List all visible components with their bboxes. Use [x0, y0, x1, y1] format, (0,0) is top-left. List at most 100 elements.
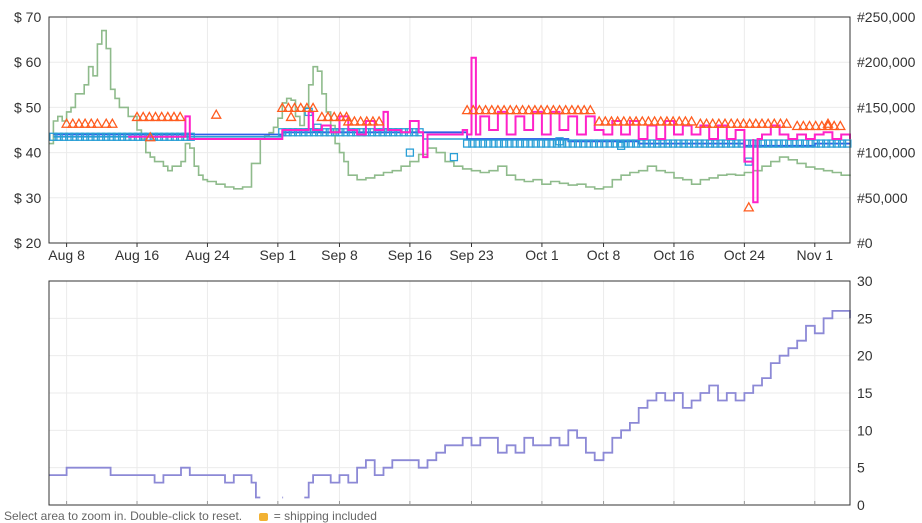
- square-marker-131: [555, 137, 564, 146]
- square-marker-97: [690, 139, 699, 148]
- square-marker-61: [499, 139, 509, 148]
- square-marker-94: [674, 139, 683, 148]
- square-marker-96: [684, 139, 694, 148]
- square-marker-56: [473, 139, 482, 148]
- upper-x-tick-label-3: Sep 1: [260, 247, 297, 263]
- triangle-marker-3: [79, 117, 91, 128]
- square-marker-77: [584, 139, 593, 148]
- square-marker-31: [299, 128, 308, 137]
- square-marker-6: [80, 132, 90, 141]
- square-marker-45: [373, 128, 382, 137]
- square-marker-62: [505, 139, 514, 148]
- square-marker-121: [816, 139, 826, 148]
- square-marker-63: [510, 139, 519, 148]
- triangle-marker-8: [131, 111, 143, 122]
- square-marker-101: [711, 139, 720, 148]
- upper-x-tick-label-4: Sep 8: [321, 247, 358, 263]
- square-marker-93: [668, 139, 678, 148]
- triangle-marker-14: [168, 111, 180, 122]
- triangle-marker-48: [553, 104, 566, 115]
- triangle-marker-73: [713, 117, 725, 128]
- triangle-marker-82: [768, 117, 780, 128]
- upper-right-y-tick-label-5: #250,000: [857, 9, 916, 25]
- triangle-marker-27: [342, 115, 354, 126]
- triangle-marker-6: [100, 117, 112, 128]
- square-marker-39: [341, 128, 350, 137]
- triangle-marker-5: [91, 117, 104, 128]
- square-marker-71: [552, 139, 562, 148]
- square-marker-30: [293, 128, 303, 137]
- square-marker-29: [288, 128, 297, 137]
- lower-plot-frame: [48, 280, 851, 506]
- triangle-marker-2: [73, 117, 85, 128]
- square-marker-28: [283, 128, 292, 137]
- third-party-price-line: [128, 56, 851, 204]
- lower-y-tick-label-6: 30: [857, 273, 873, 289]
- triangle-marker-19: [295, 102, 307, 113]
- triangle-marker-17: [282, 102, 295, 113]
- upper-x-tick-label-9: Oct 16: [653, 247, 694, 263]
- triangle-marker-65: [661, 115, 673, 126]
- square-marker-83: [616, 139, 625, 148]
- lower-y-tick-label-3: 15: [857, 385, 873, 401]
- triangle-marker-96: [743, 201, 755, 212]
- triangle-marker-16: [276, 102, 288, 113]
- triangle-marker-13: [162, 111, 174, 122]
- square-marker-113: [774, 139, 783, 148]
- triangle-marker-54: [593, 115, 605, 126]
- square-marker-88: [642, 139, 651, 148]
- triangle-marker-4: [85, 117, 97, 128]
- triangle-marker-78: [744, 117, 756, 128]
- square-marker-120: [811, 139, 820, 148]
- triangle-marker-39: [498, 104, 510, 115]
- triangle-marker-92: [834, 120, 846, 131]
- triangle-marker-95: [285, 111, 297, 122]
- triangle-marker-45: [535, 104, 547, 115]
- square-marker-12: [112, 132, 121, 141]
- upper-right-y-tick-label-2: #100,000: [857, 145, 916, 161]
- square-marker-69: [542, 139, 551, 148]
- upper-x-tick-label-1: Aug 16: [115, 247, 160, 263]
- triangle-marker-11: [149, 111, 162, 122]
- triangle-marker-90: [822, 120, 834, 131]
- lower-y-tick-label-5: 25: [857, 310, 873, 326]
- upper-x-axis: Aug 8 Aug 16 Aug 24 Sep 1 Sep 8 Sep 16 Sep 23 O…: [48, 243, 833, 263]
- upper-right-y-tick-label-3: #150,000: [857, 99, 916, 115]
- triangle-marker-15: [174, 111, 186, 122]
- triangle-marker-37: [486, 104, 498, 115]
- triangle-marker-41: [510, 104, 523, 115]
- square-marker-90: [653, 139, 662, 148]
- triangle-marker-94: [210, 108, 222, 119]
- square-marker-65: [521, 139, 530, 148]
- square-marker-119: [806, 139, 815, 148]
- square-marker-13: [117, 132, 127, 141]
- square-marker-0: [49, 132, 58, 141]
- triangle-marker-51: [572, 104, 584, 115]
- triangle-marker-24: [328, 111, 340, 122]
- triangle-marker-28: [348, 115, 361, 126]
- orange-tag-icon: [259, 513, 269, 521]
- triangle-marker-23: [322, 111, 334, 122]
- triangle-marker-34: [467, 104, 479, 115]
- triangle-marker-81: [762, 117, 774, 128]
- square-marker-54: [462, 139, 472, 148]
- square-marker-7: [86, 132, 95, 141]
- square-marker-55: [468, 139, 477, 148]
- triangle-marker-43: [523, 104, 535, 115]
- triangle-marker-66: [667, 115, 679, 126]
- triangle-marker-22: [316, 111, 328, 122]
- square-marker-81: [605, 139, 614, 148]
- square-marker-102: [716, 139, 725, 148]
- triangle-marker-50: [566, 104, 578, 115]
- upper-left-y-tick-label-0: $ 20: [14, 235, 41, 251]
- triangle-marker-75: [725, 117, 737, 128]
- triangle-marker-86: [797, 120, 809, 131]
- triangle-marker-25: [334, 111, 346, 122]
- upper-chart[interactable]: Aug 8 Aug 16 Aug 24 Sep 1 Sep 8 Sep 16 Sep 23 O…: [14, 9, 916, 263]
- triangle-marker-63: [648, 115, 661, 126]
- square-marker-116: [790, 139, 799, 148]
- lower-y-tick-label-4: 20: [857, 348, 873, 364]
- lower-chart[interactable]: 0 5 10 15 20 25 30: [48, 273, 873, 513]
- square-marker-89: [647, 139, 657, 148]
